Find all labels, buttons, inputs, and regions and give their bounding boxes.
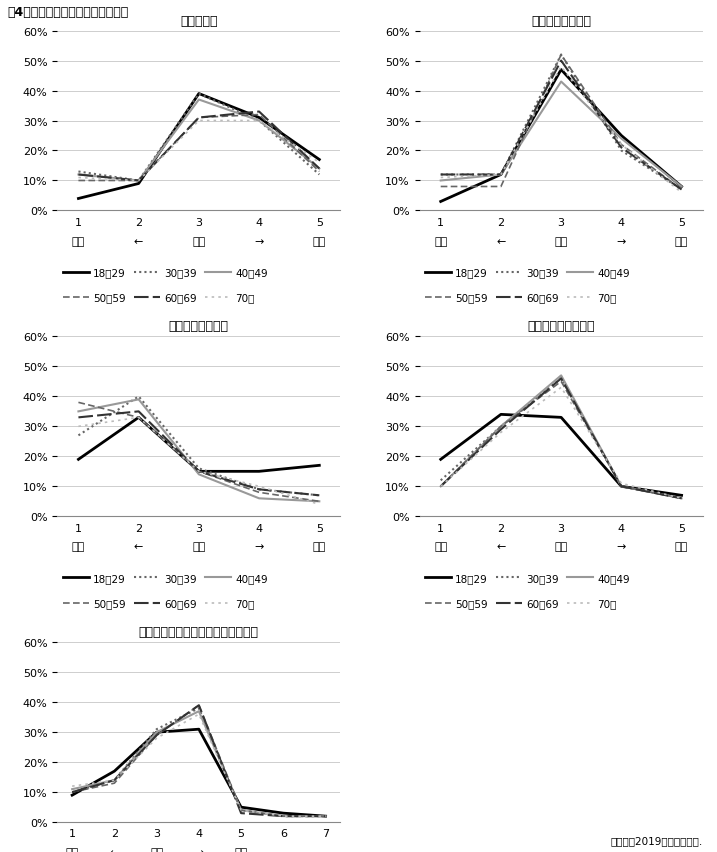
Text: →: →	[617, 236, 626, 246]
Text: ←: ←	[496, 236, 505, 246]
Legend: 50～59, 60～69, 70～: 50～59, 60～69, 70～	[425, 599, 617, 608]
Text: 中間: 中間	[554, 542, 568, 552]
Text: ←: ←	[110, 848, 119, 852]
Text: 中間: 中間	[150, 848, 163, 852]
Text: ←: ←	[134, 236, 143, 246]
Title: 日米安保体制強化: 日米安保体制強化	[531, 14, 591, 27]
Text: 図4　年齢層別に見た政策争点態度: 図4 年齢層別に見た政策争点態度	[7, 6, 128, 19]
Text: 反対: 反対	[675, 542, 688, 552]
Text: 反対: 反対	[434, 236, 447, 246]
Title: 政府は立案された政策を貫くべきだ: 政府は立案された政策を貫くべきだ	[139, 625, 259, 638]
Text: 中間: 中間	[192, 236, 206, 246]
Text: 中間: 中間	[554, 236, 568, 246]
Text: 賛成: 賛成	[675, 236, 688, 246]
Legend: 50～59, 60～69, 70～: 50～59, 60～69, 70～	[62, 599, 255, 608]
Text: 賛成: 賛成	[72, 542, 85, 552]
Text: 反対: 反対	[313, 542, 326, 552]
Text: データ：2019年有権者調査.: データ：2019年有権者調査.	[610, 835, 703, 845]
Text: →: →	[194, 848, 204, 852]
Text: 賛成: 賛成	[234, 848, 248, 852]
Text: →: →	[255, 542, 264, 552]
Title: 防衛力強化: 防衛力強化	[180, 14, 218, 27]
Text: 賛成: 賛成	[434, 542, 447, 552]
Title: 同一労働同一賃金: 同一労働同一賃金	[169, 320, 229, 333]
Text: 反対: 反対	[72, 236, 85, 246]
Text: →: →	[617, 542, 626, 552]
Text: 賛成: 賛成	[313, 236, 326, 246]
Title: 外国人労働者受入れ: 外国人労働者受入れ	[528, 320, 595, 333]
Legend: 50～59, 60～69, 70～: 50～59, 60～69, 70～	[425, 293, 617, 303]
Text: 中間: 中間	[192, 542, 206, 552]
Text: →: →	[255, 236, 264, 246]
Legend: 50～59, 60～69, 70～: 50～59, 60～69, 70～	[62, 293, 255, 303]
Text: ←: ←	[496, 542, 505, 552]
Text: ←: ←	[134, 542, 143, 552]
Text: 反対: 反対	[65, 848, 79, 852]
